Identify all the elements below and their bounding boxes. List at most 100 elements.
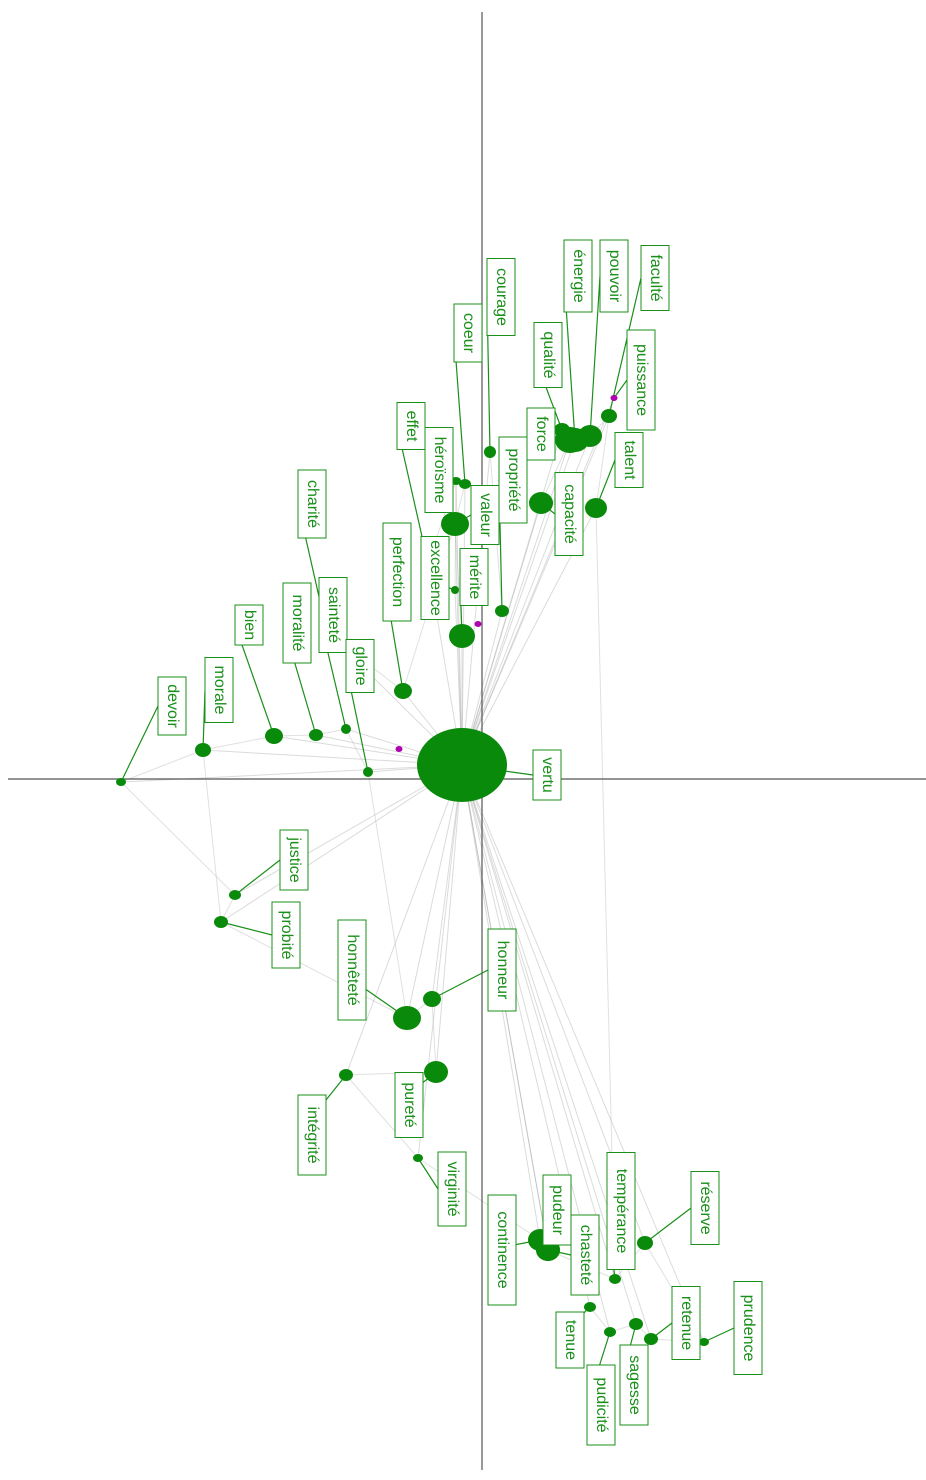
node-dot [441,512,469,536]
edge [220,764,463,923]
edge [595,415,610,509]
node-dot [609,1274,621,1284]
label-box [563,239,593,313]
label-box [586,1364,616,1446]
label-box [345,639,375,693]
node-label: moralité [289,595,306,652]
node-label: retenue [678,1296,695,1350]
node-dot [116,778,126,786]
label-box [555,1311,585,1369]
node-label: excellence [427,540,444,616]
node-dot [644,1333,658,1345]
leader-line [120,705,159,783]
label-box [157,676,187,736]
node-dot [578,425,602,447]
node-label: morale [211,666,228,715]
node-label: pudeur [549,1185,566,1235]
label-box [396,402,426,450]
label-box [606,1152,636,1270]
node-label: perfection [389,537,406,607]
label-box [234,604,264,646]
node-dot [265,728,283,744]
node-label: pudicité [593,1377,610,1432]
node-label: probité [278,911,295,960]
edge [461,764,616,1280]
edge [435,764,463,1073]
edge [367,771,408,1019]
node-label: tenue [562,1320,579,1360]
edge [431,998,437,1073]
node-dot [584,1302,596,1312]
node-dot [601,409,617,423]
leader-line [589,275,601,437]
leader-line [608,277,642,417]
edge [595,507,616,1280]
label-box [382,522,412,622]
node-dot [341,724,351,734]
node-dot [363,767,373,777]
label-box [570,1214,600,1296]
leader-line [417,1157,439,1190]
edge [461,764,705,1343]
label-box [554,472,584,556]
leader-line [431,969,489,1000]
node-dot [339,1069,353,1081]
edge [345,1074,419,1159]
leader-line [613,379,628,399]
node-label: continence [494,1211,511,1288]
label-box [279,829,309,891]
edge [431,764,463,1000]
node-label: gloire [352,646,369,685]
label-box [271,901,301,969]
label-box [526,407,556,461]
edge [120,781,236,896]
node-dot [195,743,211,757]
node-dot [423,991,441,1007]
minor-dot [395,746,403,752]
edge [417,1157,541,1241]
node-dot [451,586,459,594]
edge [589,1306,611,1333]
node-label: vertu [539,757,556,793]
label-box [542,1174,572,1246]
node-label: puissance [633,344,650,416]
edge [345,728,369,773]
label-box [459,548,489,606]
node-label: prudence [740,1295,757,1362]
node-label: sainteté [325,587,342,643]
label-box [640,245,670,311]
label-box [533,322,563,388]
label-box [318,577,348,653]
node-label: faculté [647,254,664,301]
node-label: talent [621,440,638,480]
node-label: coeur [460,313,477,354]
node-label: propriété [505,448,522,511]
label-box [626,329,656,431]
node-label: courage [493,268,510,326]
leader-line [703,1327,735,1343]
label-box [297,1094,327,1176]
node-label: honneur [494,941,511,1000]
node-label: sagesse [626,1355,643,1415]
edge [461,415,610,766]
edge [234,764,463,896]
label-box [486,258,516,336]
node-dot [417,728,507,802]
label-box [671,1286,701,1360]
node-dot [214,916,228,928]
node-label: capacité [561,484,578,544]
node-label: justice [286,836,303,882]
label-box [487,1194,517,1306]
node-dot [495,605,509,617]
node-dot [393,1006,421,1030]
label-box [690,1171,720,1245]
node-label: honnêteté [344,934,361,1005]
label-box [498,436,528,524]
label-box [599,239,629,313]
label-box [487,928,517,1012]
node-dot [394,683,412,699]
minor-dot [474,621,482,627]
node-label: charité [304,480,321,528]
edge [417,764,463,1159]
node-label: effet [403,411,420,442]
